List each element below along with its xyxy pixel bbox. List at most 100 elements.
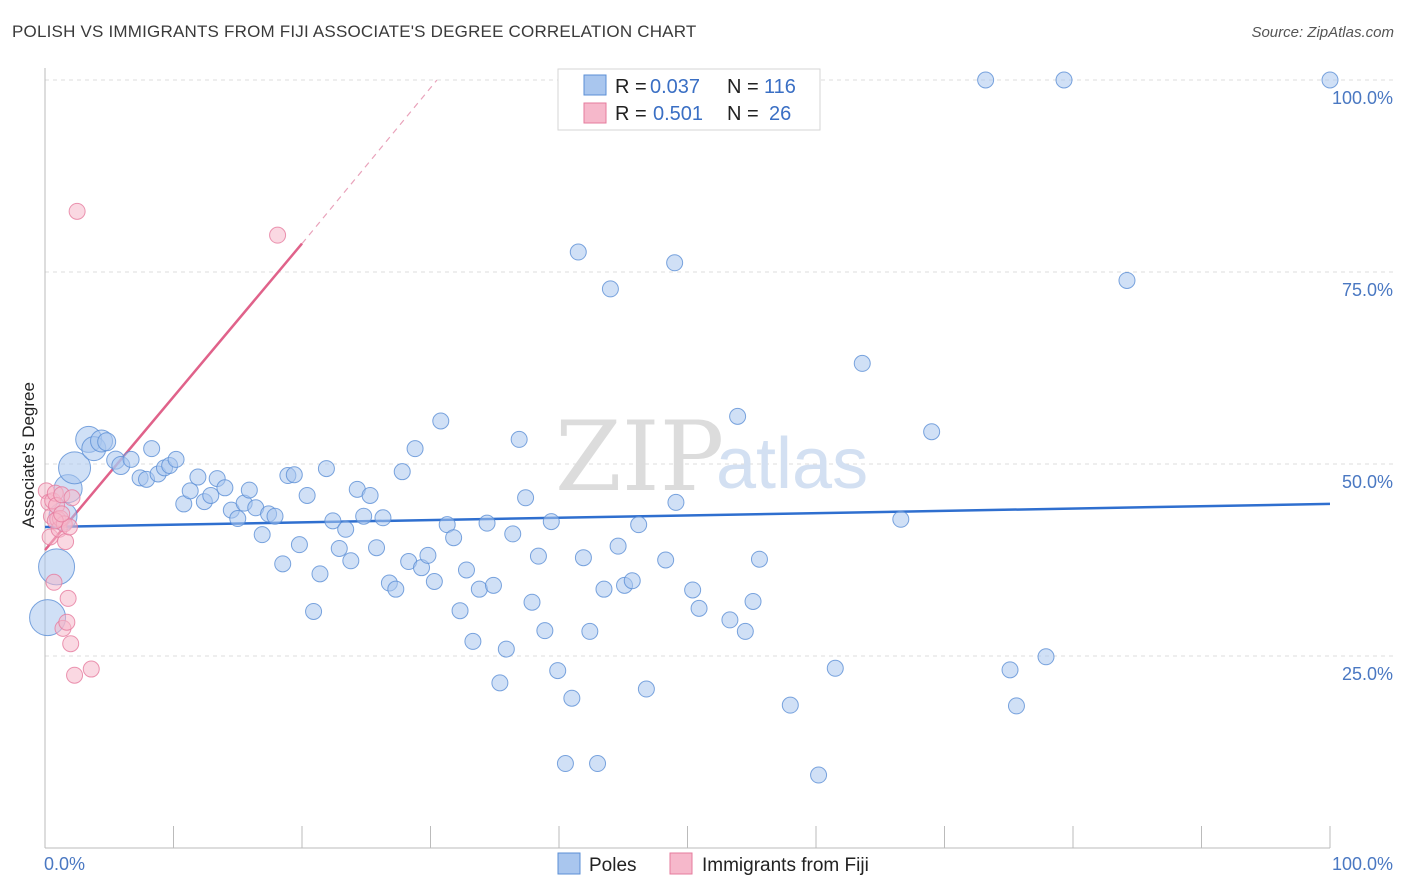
- poles-point: [574, 549, 592, 567]
- y-axis-title: Associate's Degree: [19, 382, 38, 528]
- fiji-point: [66, 666, 84, 684]
- poles-point: [609, 537, 627, 555]
- fiji-point: [58, 613, 76, 631]
- poles-point: [290, 536, 308, 554]
- poles-point: [684, 581, 702, 599]
- poles-point: [181, 482, 199, 500]
- poles-point: [589, 755, 607, 773]
- poles-point: [729, 407, 747, 425]
- y-tick-label-25: 25.0%: [1342, 664, 1393, 684]
- x-tick-label-max: 100.0%: [1332, 854, 1393, 874]
- poles-point: [425, 573, 443, 591]
- poles-point: [324, 512, 342, 530]
- poles-point: [298, 486, 316, 504]
- poles-point: [637, 680, 655, 698]
- series-legend: Poles Immigrants from Fiji: [557, 852, 869, 876]
- legend-n-value-poles: 116: [764, 76, 796, 98]
- poles-point: [510, 430, 528, 448]
- poles-point: [457, 561, 475, 579]
- poles-point: [667, 493, 685, 511]
- fiji-trend-line-extension: [301, 79, 438, 244]
- poles-point: [266, 507, 284, 525]
- poles-point: [311, 565, 329, 583]
- bottom-legend-swatch-poles: [557, 852, 581, 875]
- legend-swatch-fiji: [583, 102, 607, 124]
- poles-point: [451, 602, 469, 620]
- poles-point: [484, 576, 502, 594]
- bottom-legend-label-fiji: Immigrants from Fiji: [702, 855, 869, 876]
- poles-point: [549, 662, 567, 680]
- poles-point: [285, 466, 303, 484]
- poles-point: [523, 593, 541, 611]
- fiji-point: [82, 660, 100, 678]
- poles-point: [1007, 697, 1025, 715]
- poles-point: [387, 580, 405, 598]
- poles-point: [666, 254, 684, 272]
- poles-point: [229, 510, 247, 528]
- poles-point: [470, 580, 488, 598]
- poles-point: [744, 592, 762, 610]
- poles-point: [595, 580, 613, 598]
- poles-point: [657, 551, 675, 569]
- fiji-point: [53, 505, 71, 523]
- fiji-point: [68, 202, 86, 220]
- poles-point: [977, 71, 995, 89]
- poles-point: [1321, 71, 1339, 89]
- poles-point: [504, 525, 522, 543]
- poles-point: [432, 412, 450, 430]
- poles-point: [630, 516, 648, 534]
- legend-n-value-fiji: 26: [769, 103, 791, 125]
- poles-point: [330, 539, 348, 557]
- poles-point: [1037, 648, 1055, 666]
- trend-lines: [44, 79, 1331, 551]
- legend-n-label-fiji: N =: [727, 103, 759, 125]
- poles-point: [601, 280, 619, 298]
- legend-swatch-poles: [583, 74, 607, 96]
- poles-point: [337, 520, 355, 538]
- legend-n-label-poles: N =: [727, 76, 759, 98]
- poles-point: [542, 513, 560, 531]
- poles-point: [750, 550, 768, 568]
- correlation-legend: R = 0.037 N = 116 R = 0.501 N = 26: [557, 68, 821, 131]
- poles-point: [464, 632, 482, 650]
- legend-r-label-fiji: R =: [615, 103, 647, 125]
- poles-point: [143, 440, 161, 458]
- poles-point: [58, 451, 92, 485]
- fiji-point: [57, 533, 75, 551]
- poles-point: [361, 486, 379, 504]
- poles-point: [445, 529, 463, 547]
- legend-r-value-poles: 0.037: [650, 76, 700, 98]
- fiji-point: [59, 589, 77, 607]
- chart-source: Source: ZipAtlas.com: [1251, 24, 1394, 41]
- poles-point: [122, 450, 140, 468]
- poles-point: [556, 755, 574, 773]
- poles-point: [253, 526, 271, 544]
- poles-point: [274, 555, 292, 573]
- fiji-point: [45, 573, 63, 591]
- y-tick-labels: 25.0% 50.0% 75.0% 100.0%: [1332, 88, 1393, 684]
- poles-point: [517, 489, 535, 507]
- poles-point: [1118, 271, 1136, 289]
- poles-point: [355, 507, 373, 525]
- poles-trend-line: [44, 502, 1331, 529]
- fiji-point: [60, 518, 78, 536]
- poles-point: [202, 486, 220, 504]
- poles-point: [478, 514, 496, 532]
- poles-point: [810, 766, 828, 784]
- poles-point: [342, 552, 360, 570]
- poles-point: [97, 432, 117, 452]
- poles-point: [491, 674, 509, 692]
- legend-r-label-poles: R =: [615, 76, 647, 98]
- y-tick-label-75: 75.0%: [1342, 280, 1393, 300]
- poles-point: [529, 547, 547, 565]
- watermark: ZIP atlas: [555, 401, 868, 513]
- poles-point: [892, 510, 910, 528]
- fiji-point: [269, 226, 287, 244]
- poles-point: [826, 659, 844, 677]
- poles-point: [690, 599, 708, 617]
- x-tick-label-min: 0.0%: [44, 854, 85, 874]
- bottom-legend-label-poles: Poles: [589, 855, 637, 876]
- poles-point: [623, 572, 641, 590]
- poles-point: [736, 622, 754, 640]
